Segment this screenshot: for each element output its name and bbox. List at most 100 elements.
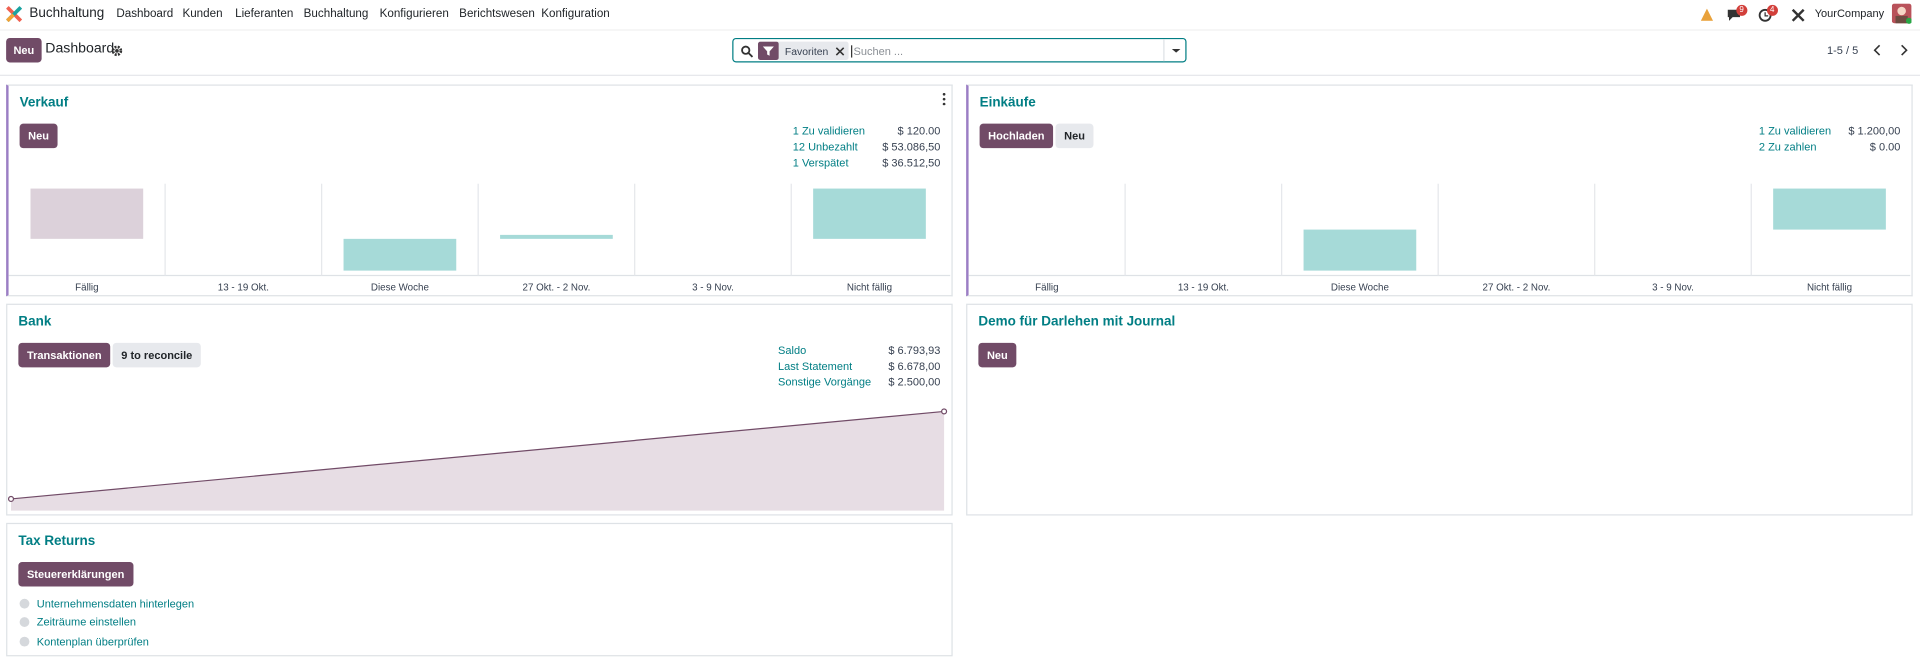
search-bar[interactable]: Favoriten Suchen ... xyxy=(732,37,1187,63)
steps: Unternehmensdaten hinterlegen Zeiträume e… xyxy=(18,594,194,651)
x-tick-label: Diese Woche xyxy=(1331,282,1389,293)
user-avatar[interactable] xyxy=(1891,3,1912,25)
button-row: Neu xyxy=(978,342,1017,368)
menu-item[interactable]: Buchhaltung xyxy=(303,7,369,21)
card-title[interactable]: Demo für Darlehen mit Journal xyxy=(978,314,1176,330)
card-button[interactable]: Neu xyxy=(978,342,1017,368)
step-dot xyxy=(19,617,30,628)
debug-icon[interactable] xyxy=(1700,8,1714,21)
card-title[interactable]: Einkäufe xyxy=(979,95,1036,111)
stat-label[interactable]: 1 Zu validieren xyxy=(1758,124,1832,138)
stat-label[interactable]: 1 Zu validieren xyxy=(792,124,866,138)
dashboard-card: Demo für Darlehen mit Journal Neu xyxy=(966,303,1913,516)
menu-item[interactable]: Kunden xyxy=(182,7,223,21)
app-logo[interactable] xyxy=(6,6,23,23)
pager-arrows[interactable] xyxy=(1870,43,1913,58)
x-tick-label: Diese Woche xyxy=(371,282,429,293)
pager: 1-5 / 5 xyxy=(1826,44,1859,57)
x-tick-label: 3 - 9 Nov. xyxy=(692,282,734,293)
card-title[interactable]: Verkauf xyxy=(19,95,69,111)
tools-icon[interactable] xyxy=(1791,8,1805,22)
dashboard-card: Bank Transaktionen 9 to reconcile Saldo $ 6.… xyxy=(6,303,953,516)
x-tick-label: Nicht fällig xyxy=(1807,282,1852,293)
card-title[interactable]: Tax Returns xyxy=(18,533,96,549)
line-point xyxy=(7,495,15,503)
x-tick-label: 13 - 19 Okt. xyxy=(218,282,269,293)
menu-dot xyxy=(942,102,946,106)
x-tick-label: Nicht fällig xyxy=(847,282,892,293)
card-title[interactable]: Bank xyxy=(18,314,52,330)
dashboard-card: Verkauf Neu 1 Zu validieren $ 120.00 12 Unbe… xyxy=(6,84,953,297)
step-label[interactable]: Unternehmensdaten hinterlegen xyxy=(36,597,195,610)
messages-badge: 9 xyxy=(1736,4,1747,16)
stat-value: $ 6.793,93 xyxy=(888,344,941,357)
menu-item[interactable]: Konfigurieren xyxy=(379,7,449,21)
button-row: Steuererklärungen xyxy=(18,562,133,587)
bar xyxy=(813,188,926,239)
x-tick-label: 13 - 19 Okt. xyxy=(1178,282,1229,293)
new-button[interactable]: Neu xyxy=(6,37,42,63)
line-chart xyxy=(7,408,948,511)
bar xyxy=(30,188,144,239)
bar xyxy=(1773,188,1886,230)
bar xyxy=(343,238,457,271)
card-button[interactable]: Steuererklärungen xyxy=(18,562,133,587)
step: Zeiträume einstellen xyxy=(18,613,194,632)
stats: 1 Zu validieren $ 120.00 12 Unbezahlt $ 53.… xyxy=(793,125,941,170)
x-tick-label: Fällig xyxy=(75,282,98,293)
stat-value: $ 1.200,00 xyxy=(1848,124,1901,138)
facet-icon xyxy=(757,41,779,61)
stat-value: $ 6.678,00 xyxy=(888,360,941,373)
step: Kontenplan überprüfen xyxy=(18,632,194,651)
stats: Saldo $ 6.793,93 Last Statement $ 6.678,00 S… xyxy=(778,344,940,389)
facet-remove[interactable] xyxy=(834,45,849,57)
menu-item[interactable]: Konfiguration xyxy=(541,7,610,21)
button-row: Neu xyxy=(19,123,58,149)
menu-dot xyxy=(942,97,946,101)
step-label[interactable]: Kontenplan überprüfen xyxy=(36,635,149,648)
bar xyxy=(1303,229,1417,271)
card-button[interactable]: Hochladen xyxy=(979,123,1054,149)
x-tick-label: 3 - 9 Nov. xyxy=(1652,282,1694,293)
facet-label: Favoriten xyxy=(784,44,829,57)
bar-chart: Fällig 13 - 19 Okt. Diese Woche 27 Okt. - 2… xyxy=(8,183,951,293)
card-button[interactable]: Neu xyxy=(1055,123,1094,149)
card-menu[interactable] xyxy=(942,93,947,106)
app-name[interactable]: Buchhaltung xyxy=(29,6,105,21)
x-tick-label: 27 Okt. - 2 Nov. xyxy=(523,282,591,293)
stat-label[interactable]: 2 Zu zahlen xyxy=(1758,140,1817,154)
search-input[interactable]: Suchen ... xyxy=(851,45,903,58)
card-button[interactable]: Transaktionen xyxy=(18,342,111,368)
search-dropdown[interactable] xyxy=(1163,39,1187,62)
menu-item[interactable]: Dashboard xyxy=(116,7,174,21)
stat-value: $ 36.512,50 xyxy=(882,156,941,169)
step-dot xyxy=(19,636,30,647)
menu-dot xyxy=(942,93,946,96)
x-tick-label: Fällig xyxy=(1035,282,1058,293)
card-button[interactable]: 9 to reconcile xyxy=(112,342,201,368)
stat-label[interactable]: Saldo xyxy=(778,344,807,357)
stat-label[interactable]: 1 Verspätet xyxy=(792,156,849,169)
settings-icon[interactable] xyxy=(111,45,123,57)
button-row: Hochladen Neu xyxy=(979,123,1094,149)
activities-badge: 4 xyxy=(1766,4,1778,16)
stat-value: $ 0.00 xyxy=(1869,140,1901,154)
stat-value: $ 120.00 xyxy=(897,124,941,138)
stat-label[interactable]: Last Statement xyxy=(778,360,853,373)
stat-label[interactable]: 12 Unbezahlt xyxy=(792,140,858,154)
x-tick-label: 27 Okt. - 2 Nov. xyxy=(1483,282,1551,293)
separator xyxy=(0,74,1920,76)
dashboard-card: Einkäufe Hochladen Neu 1 Zu validieren $ 1.2… xyxy=(966,84,1913,297)
stat-label[interactable]: Sonstige Vorgänge xyxy=(778,375,872,389)
step-label[interactable]: Zeiträume einstellen xyxy=(36,616,136,629)
stat-value: $ 2.500,00 xyxy=(888,375,941,389)
company-name[interactable]: YourCompany xyxy=(1814,7,1885,20)
search-icon xyxy=(741,45,754,58)
menu-item[interactable]: Berichtswesen xyxy=(459,7,535,21)
button-row: Transaktionen 9 to reconcile xyxy=(18,342,201,368)
card-button[interactable]: Neu xyxy=(19,123,58,149)
menu-item[interactable]: Lieferanten xyxy=(235,7,294,21)
stats: 1 Zu validieren $ 1.200,00 2 Zu zahlen $ 0.… xyxy=(1759,125,1901,154)
search-facet: Favoriten xyxy=(757,41,850,61)
